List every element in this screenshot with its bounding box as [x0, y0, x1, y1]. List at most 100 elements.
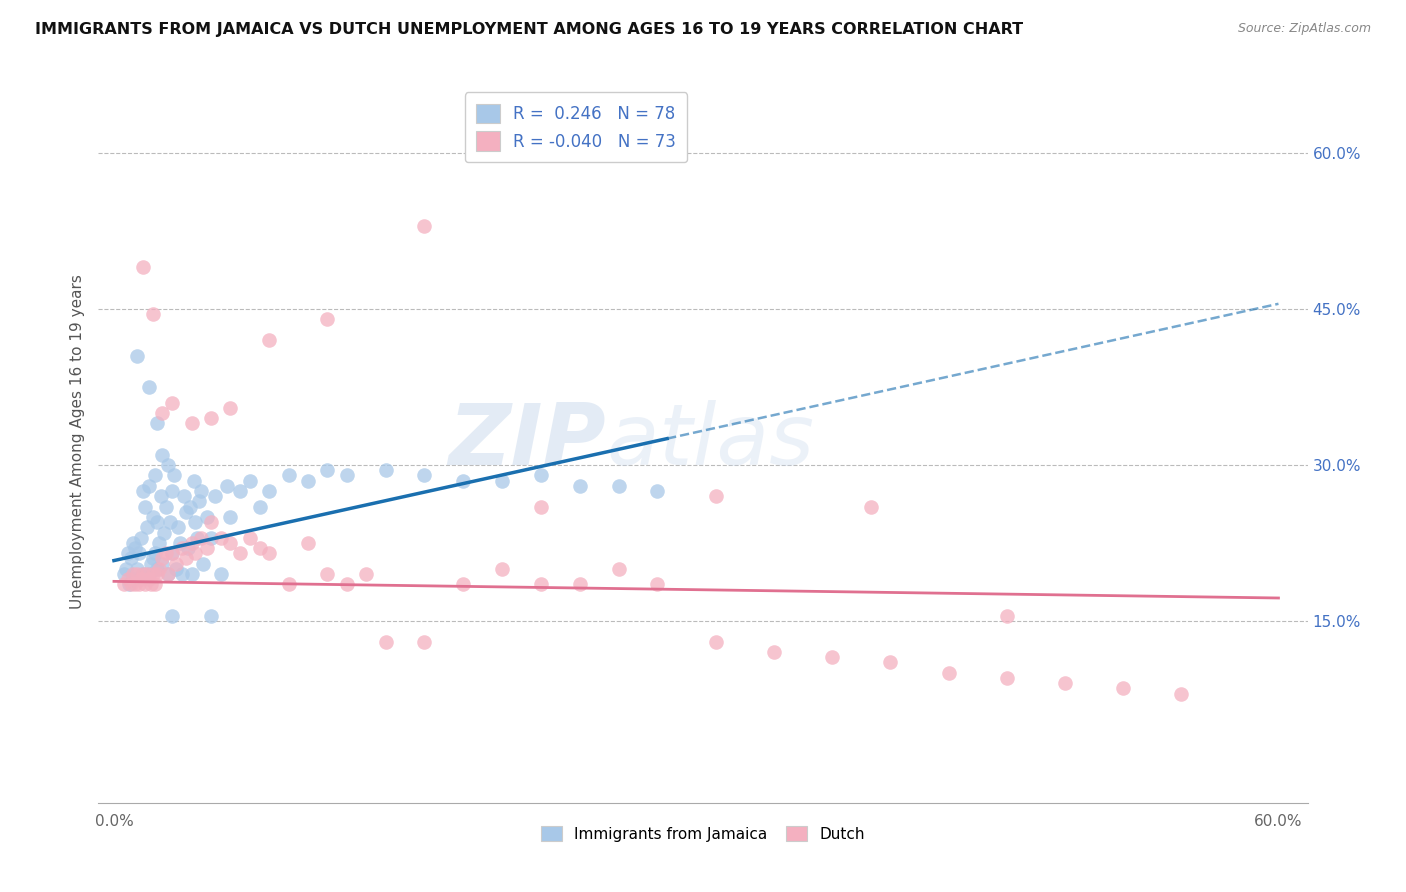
Point [127, 349, 149, 363]
Point [152, 406, 174, 420]
Point [193, 557, 215, 571]
Y-axis label: Unemployment Among Ages 16 to 19 years: Unemployment Among Ages 16 to 19 years [69, 274, 84, 609]
Point [127, 567, 149, 582]
Point [134, 500, 156, 514]
Point [204, 489, 226, 503]
Point [170, 541, 193, 555]
Point [184, 546, 207, 560]
Point [118, 577, 141, 591]
Point [195, 509, 218, 524]
Point [157, 567, 180, 582]
Point [180, 567, 202, 582]
Point [179, 500, 201, 514]
Point [173, 489, 195, 503]
Point [249, 541, 271, 555]
Point [155, 546, 177, 560]
Point [200, 411, 222, 425]
Point [145, 515, 167, 529]
Point [138, 567, 160, 582]
Point [160, 546, 183, 560]
Point [180, 536, 202, 550]
Text: IMMIGRANTS FROM JAMAICA VS DUTCH UNEMPLOYMENT AMONG AGES 16 TO 19 YEARS CORRELAT: IMMIGRANTS FROM JAMAICA VS DUTCH UNEMPLO… [35, 22, 1024, 37]
Point [148, 562, 170, 576]
Point [124, 541, 146, 555]
Point [143, 546, 166, 560]
Text: atlas: atlas [606, 400, 814, 483]
Point [145, 417, 167, 431]
Point [148, 536, 170, 550]
Point [112, 567, 135, 582]
Point [413, 634, 436, 648]
Point [129, 572, 152, 586]
Point [190, 531, 212, 545]
Point [117, 546, 139, 560]
Point [132, 483, 155, 498]
Point [160, 483, 183, 498]
Point [157, 567, 180, 582]
Point [1053, 676, 1076, 690]
Point [491, 562, 513, 576]
Point [413, 468, 436, 483]
Point [257, 483, 280, 498]
Point [122, 536, 145, 550]
Point [122, 572, 145, 586]
Point [530, 577, 553, 591]
Point [413, 219, 436, 233]
Point [995, 608, 1018, 623]
Point [155, 500, 177, 514]
Point [239, 474, 262, 488]
Point [128, 546, 150, 560]
Point [160, 546, 183, 560]
Point [138, 572, 160, 586]
Point [122, 567, 145, 582]
Point [647, 483, 669, 498]
Point [229, 483, 252, 498]
Point [132, 567, 155, 582]
Point [297, 474, 319, 488]
Point [152, 551, 174, 566]
Point [1112, 681, 1135, 696]
Point [491, 474, 513, 488]
Point [219, 536, 242, 550]
Point [169, 536, 191, 550]
Point [762, 645, 785, 659]
Point [938, 665, 960, 680]
Point [165, 562, 187, 576]
Point [257, 333, 280, 347]
Point [139, 577, 162, 591]
Point [145, 567, 167, 582]
Point [153, 525, 176, 540]
Point [354, 567, 377, 582]
Point [374, 634, 396, 648]
Point [142, 307, 165, 321]
Point [336, 468, 359, 483]
Point [607, 562, 630, 576]
Point [132, 260, 155, 275]
Point [174, 551, 197, 566]
Point [200, 608, 222, 623]
Point [114, 562, 136, 576]
Point [277, 468, 299, 483]
Point [219, 509, 242, 524]
Legend: Immigrants from Jamaica, Dutch: Immigrants from Jamaica, Dutch [533, 818, 873, 849]
Point [530, 500, 553, 514]
Point [132, 567, 155, 582]
Point [129, 531, 152, 545]
Point [188, 494, 211, 508]
Point [190, 483, 212, 498]
Point [176, 541, 198, 555]
Point [174, 505, 197, 519]
Point [167, 520, 190, 534]
Point [138, 479, 160, 493]
Point [316, 463, 339, 477]
Point [120, 551, 142, 566]
Point [209, 567, 232, 582]
Point [186, 531, 208, 545]
Point [277, 577, 299, 591]
Point [239, 531, 262, 545]
Point [704, 634, 727, 648]
Point [200, 531, 222, 545]
Point [145, 562, 167, 576]
Point [200, 515, 222, 529]
Point [879, 656, 901, 670]
